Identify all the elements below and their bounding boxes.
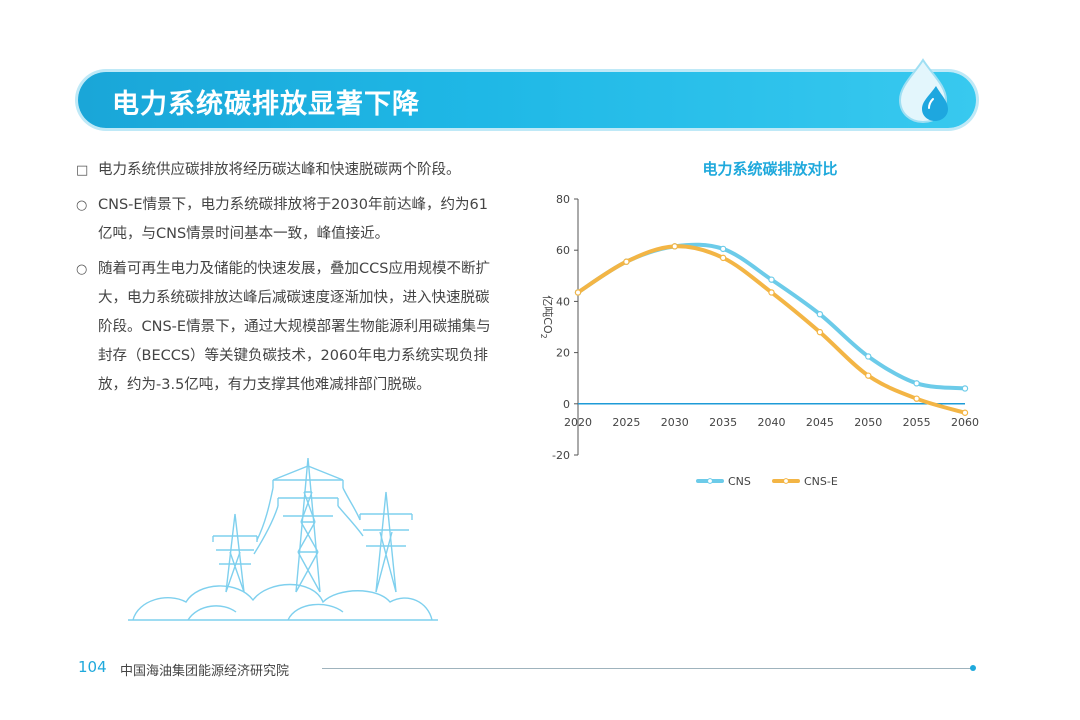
data-point-cns-e (623, 258, 630, 265)
series-line-cns (576, 242, 967, 391)
data-point-cns-e (816, 328, 824, 336)
y-tick-label: 0 (563, 398, 570, 411)
data-point-cns-e (671, 243, 678, 250)
bullet-marker: ○ (76, 262, 88, 277)
x-tick-label: 2025 (612, 416, 640, 429)
legend-label-cns-e: CNS-E (804, 475, 838, 488)
data-point-cns-e (913, 395, 920, 402)
x-tick-label: 2020 (564, 416, 592, 429)
data-point-cns-e (961, 409, 969, 416)
bullet-marker: ○ (76, 198, 88, 213)
data-point-cns-e (865, 372, 872, 379)
data-point-cns (768, 276, 775, 283)
power-tower-icon (128, 457, 438, 621)
data-point-cns (913, 380, 920, 387)
y-tick-label: 60 (556, 244, 570, 257)
bullet-text: 随着可再生电力及储能的快速发展，叠加CCS应用规模不断扩大，电力系统碳排放达峰后… (98, 261, 491, 393)
data-point-cns (865, 353, 872, 360)
y-axis-label: 亿吨CO2 (539, 295, 554, 338)
series-line-cns-e (576, 244, 967, 415)
x-tick-label: 2050 (854, 416, 882, 429)
y-tick-label: 80 (556, 193, 570, 206)
bullet-item: ○ 随着可再生电力及储能的快速发展，叠加CCS应用规模不断扩大，电力系统碳排放达… (76, 255, 496, 400)
data-point-cns (961, 385, 969, 392)
y-tick-label: 40 (556, 295, 570, 308)
chart-title: 电力系统碳排放对比 (702, 160, 838, 178)
y-tick-label: -20 (552, 449, 570, 462)
page-title: 电力系统碳排放显著下降 (112, 89, 420, 120)
x-tick-label: 2040 (758, 416, 786, 429)
water-drop-icon (898, 58, 948, 124)
section-banner: 电力系统碳排放显著下降 (78, 72, 976, 128)
data-point-cns (719, 245, 727, 253)
x-tick-label: 2030 (661, 416, 689, 429)
bullet-list: □ 电力系统供应碳排放将经历碳达峰和快速脱碳两个阶段。 ○ CNS-E情景下，电… (76, 156, 496, 406)
y-tick-label: 20 (556, 347, 570, 360)
x-tick-label: 2055 (903, 416, 931, 429)
bullet-text: CNS-E情景下，电力系统碳排放将于2030年前达峰，约为61亿吨，与CNS情景… (98, 197, 488, 242)
data-point-cns-e (719, 254, 727, 262)
data-point-cns-e (768, 289, 775, 296)
bullet-text: 电力系统供应碳排放将经历碳达峰和快速脱碳两个阶段。 (98, 162, 461, 178)
bullet-item: ○ CNS-E情景下，电力系统碳排放将于2030年前达峰，约为61亿吨，与CNS… (76, 191, 496, 249)
legend-marker-cns (707, 478, 713, 484)
x-tick-label: 2045 (806, 416, 834, 429)
data-point-cns (816, 310, 824, 318)
bullet-item: □ 电力系统供应碳排放将经历碳达峰和快速脱碳两个阶段。 (76, 156, 496, 185)
y-axis-label-subscript: 2 (539, 334, 548, 339)
x-tick-label: 2060 (951, 416, 979, 429)
data-point-cns-e (574, 289, 582, 296)
footer-organization: 中国海油集团能源经济研究院 (120, 664, 290, 679)
page-number: 104 (78, 658, 107, 676)
bullet-marker: □ (76, 163, 89, 178)
footer-divider (322, 668, 972, 669)
footer-dot (970, 665, 976, 671)
legend-marker-cns-e (783, 478, 789, 484)
legend-label-cns: CNS (728, 475, 751, 488)
x-tick-label: 2035 (709, 416, 737, 429)
